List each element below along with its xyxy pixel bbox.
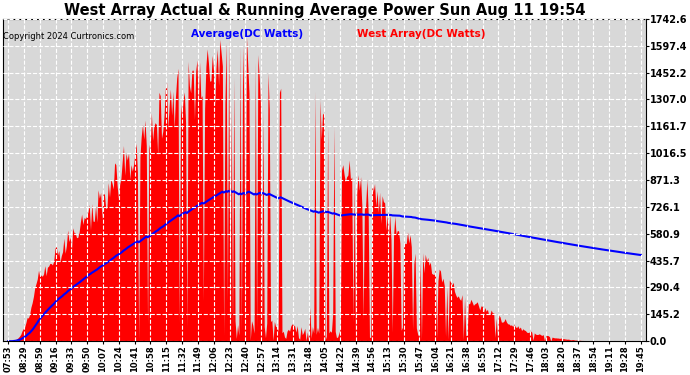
Text: Average(DC Watts): Average(DC Watts) — [191, 28, 304, 39]
Text: West Array(DC Watts): West Array(DC Watts) — [357, 28, 485, 39]
Title: West Array Actual & Running Average Power Sun Aug 11 19:54: West Array Actual & Running Average Powe… — [63, 3, 585, 18]
Text: Copyright 2024 Curtronics.com: Copyright 2024 Curtronics.com — [3, 32, 135, 41]
